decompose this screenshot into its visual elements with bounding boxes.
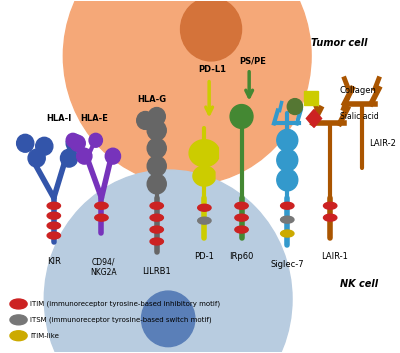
Ellipse shape — [235, 214, 248, 221]
Circle shape — [137, 112, 154, 129]
Text: HLA-E: HLA-E — [80, 114, 108, 124]
Ellipse shape — [235, 226, 248, 233]
Ellipse shape — [281, 216, 294, 223]
Text: HLA-I: HLA-I — [46, 114, 71, 124]
Circle shape — [147, 174, 166, 194]
Text: HLA-G: HLA-G — [137, 95, 166, 103]
Text: ITSM (immunoreceptor tyrosine-based switch motif): ITSM (immunoreceptor tyrosine-based swit… — [30, 317, 212, 323]
Text: PS/PE: PS/PE — [240, 57, 266, 66]
Circle shape — [17, 134, 34, 152]
Ellipse shape — [198, 217, 211, 224]
Circle shape — [142, 291, 195, 347]
Ellipse shape — [198, 204, 211, 211]
Circle shape — [36, 137, 53, 155]
Text: PD-1: PD-1 — [194, 252, 214, 262]
Text: LAIR-2: LAIR-2 — [369, 139, 396, 148]
Ellipse shape — [95, 214, 108, 221]
Ellipse shape — [150, 214, 163, 221]
Text: IRp60: IRp60 — [229, 252, 254, 262]
Circle shape — [89, 133, 102, 147]
Text: ITIM-like: ITIM-like — [30, 333, 59, 339]
Text: PD-L1: PD-L1 — [198, 65, 226, 74]
Circle shape — [60, 149, 78, 167]
Ellipse shape — [281, 202, 294, 209]
Ellipse shape — [10, 315, 27, 325]
Text: NK cell: NK cell — [340, 279, 378, 289]
Ellipse shape — [324, 202, 337, 209]
Text: LILRB1: LILRB1 — [142, 267, 171, 276]
Circle shape — [66, 133, 80, 147]
Text: LAIR-1: LAIR-1 — [322, 252, 348, 262]
Text: Siglec-7: Siglec-7 — [270, 260, 304, 269]
Text: CD94/
NKG2A: CD94/ NKG2A — [90, 257, 117, 277]
Ellipse shape — [95, 202, 108, 209]
Polygon shape — [306, 109, 322, 127]
Circle shape — [230, 104, 253, 128]
Text: Tumor cell: Tumor cell — [312, 38, 368, 48]
Polygon shape — [189, 140, 218, 167]
Ellipse shape — [324, 214, 337, 221]
Bar — [304, 91, 318, 104]
Circle shape — [28, 149, 45, 167]
Circle shape — [287, 98, 302, 114]
Circle shape — [77, 148, 92, 164]
Circle shape — [277, 169, 298, 191]
Circle shape — [277, 149, 298, 171]
Polygon shape — [193, 166, 215, 186]
Circle shape — [63, 0, 311, 185]
Ellipse shape — [150, 202, 163, 209]
Text: ITIM (immunoreceptor tyrosine-based inhibitory motif): ITIM (immunoreceptor tyrosine-based inhi… — [30, 301, 220, 307]
Ellipse shape — [10, 331, 27, 341]
Ellipse shape — [235, 202, 248, 209]
Ellipse shape — [150, 226, 163, 233]
Circle shape — [277, 129, 298, 151]
Circle shape — [180, 0, 242, 61]
Text: KIR: KIR — [47, 257, 61, 267]
Circle shape — [66, 134, 83, 152]
Circle shape — [148, 108, 165, 125]
Circle shape — [105, 148, 120, 164]
Circle shape — [44, 170, 292, 353]
Ellipse shape — [47, 212, 60, 219]
Ellipse shape — [47, 222, 60, 229]
Circle shape — [70, 135, 85, 151]
Circle shape — [147, 138, 166, 158]
Text: Collagen: Collagen — [340, 86, 376, 95]
Text: Sialic acid: Sialic acid — [340, 112, 378, 121]
Ellipse shape — [150, 238, 163, 245]
Circle shape — [147, 156, 166, 176]
Ellipse shape — [47, 232, 60, 239]
Ellipse shape — [47, 202, 60, 209]
Circle shape — [147, 120, 166, 140]
Ellipse shape — [281, 230, 294, 237]
Ellipse shape — [10, 299, 27, 309]
